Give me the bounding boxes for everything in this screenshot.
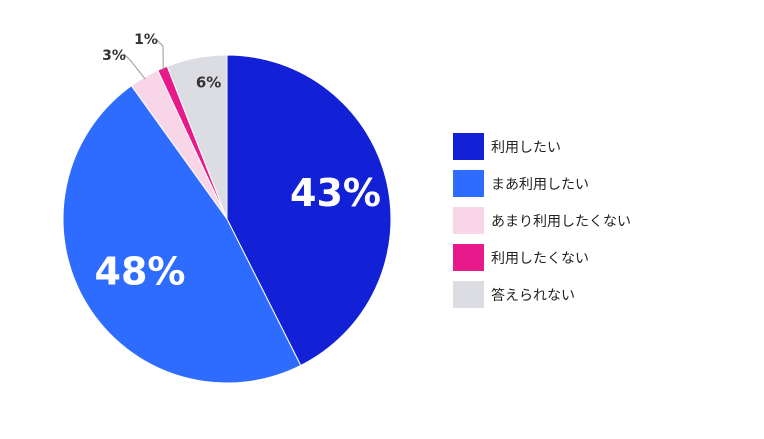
slice-value-label-2: 3% xyxy=(102,48,126,64)
chart-legend: 利用したい まあ利用したい あまり利用したくない 利用したくない 答えられない xyxy=(453,133,753,318)
legend-item-somewhat-want-to-use: まあ利用したい xyxy=(453,170,753,197)
slice-value-label-3: 1% xyxy=(134,32,158,48)
legend-swatch-not-really-want-to-use xyxy=(453,207,484,234)
legend-item-not-really-want-to-use: あまり利用したくない xyxy=(453,207,753,234)
callout-line-2 xyxy=(123,53,146,80)
legend-swatch-want-to-use xyxy=(453,133,484,160)
legend-label: 利用したくない xyxy=(491,250,589,267)
legend-swatch-cannot-answer xyxy=(453,281,484,308)
pie-slice-4 xyxy=(166,54,228,220)
legend-item-cannot-answer: 答えられない xyxy=(453,281,753,308)
callout-line-3 xyxy=(156,39,164,71)
legend-label: 答えられない xyxy=(491,287,575,304)
legend-item-do-not-want-to-use: 利用したくない xyxy=(453,244,753,271)
legend-label: まあ利用したい xyxy=(491,176,589,193)
legend-item-want-to-use: 利用したい xyxy=(453,133,753,160)
legend-swatch-somewhat-want-to-use xyxy=(453,170,484,197)
slice-value-label-1: 48% xyxy=(95,250,186,294)
legend-label: 利用したい xyxy=(491,139,561,156)
legend-swatch-do-not-want-to-use xyxy=(453,244,484,271)
legend-label: あまり利用したくない xyxy=(491,213,631,230)
slice-value-label-0: 43% xyxy=(290,171,381,215)
pie-slice-0 xyxy=(226,54,392,367)
pie-slice-1 xyxy=(62,85,302,384)
slice-value-label-4: 6% xyxy=(196,73,221,91)
